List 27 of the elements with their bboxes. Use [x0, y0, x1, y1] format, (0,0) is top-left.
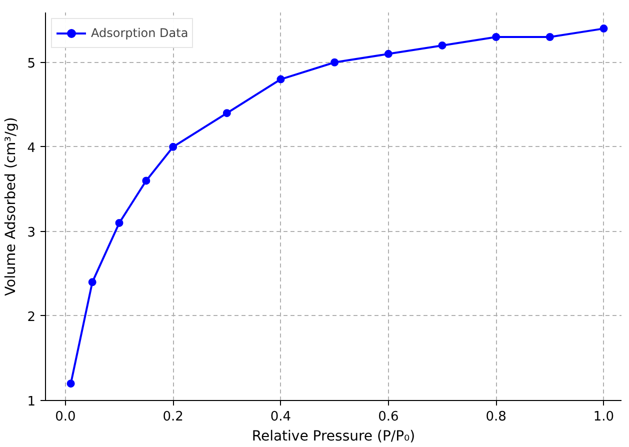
- y-tick-label: 1: [27, 394, 36, 410]
- x-tick-label: 0.6: [378, 410, 399, 424]
- x-tick-label: 1.0: [593, 410, 614, 424]
- point: [600, 24, 608, 33]
- point: [66, 380, 75, 388]
- point: [222, 109, 231, 118]
- point: [169, 142, 178, 151]
- point: [438, 41, 446, 50]
- y-tick-label: 5: [27, 56, 36, 72]
- point: [142, 176, 150, 185]
- x-tick-label: 0.0: [55, 410, 76, 424]
- point: [276, 75, 285, 84]
- y-tick-label: 4: [27, 140, 36, 156]
- point: [546, 33, 554, 42]
- x-tick-label: 0.4: [270, 410, 292, 424]
- point: [492, 33, 500, 42]
- point: [330, 58, 339, 66]
- y-tick-label: 3: [27, 225, 36, 240]
- y-tick-label: 2: [27, 310, 36, 325]
- x-axis-title: Relative Pressure (P/P₀): [252, 428, 416, 444]
- x-tick-label: 0.2: [162, 410, 184, 424]
- point: [88, 278, 96, 286]
- x-tick-label: 0.8: [486, 410, 506, 424]
- point: [384, 50, 392, 58]
- legend-label: Adsorption Data: [91, 26, 188, 40]
- point: [115, 218, 124, 227]
- y-axis-title: Volume Adsorbed (cm³/g): [3, 117, 20, 296]
